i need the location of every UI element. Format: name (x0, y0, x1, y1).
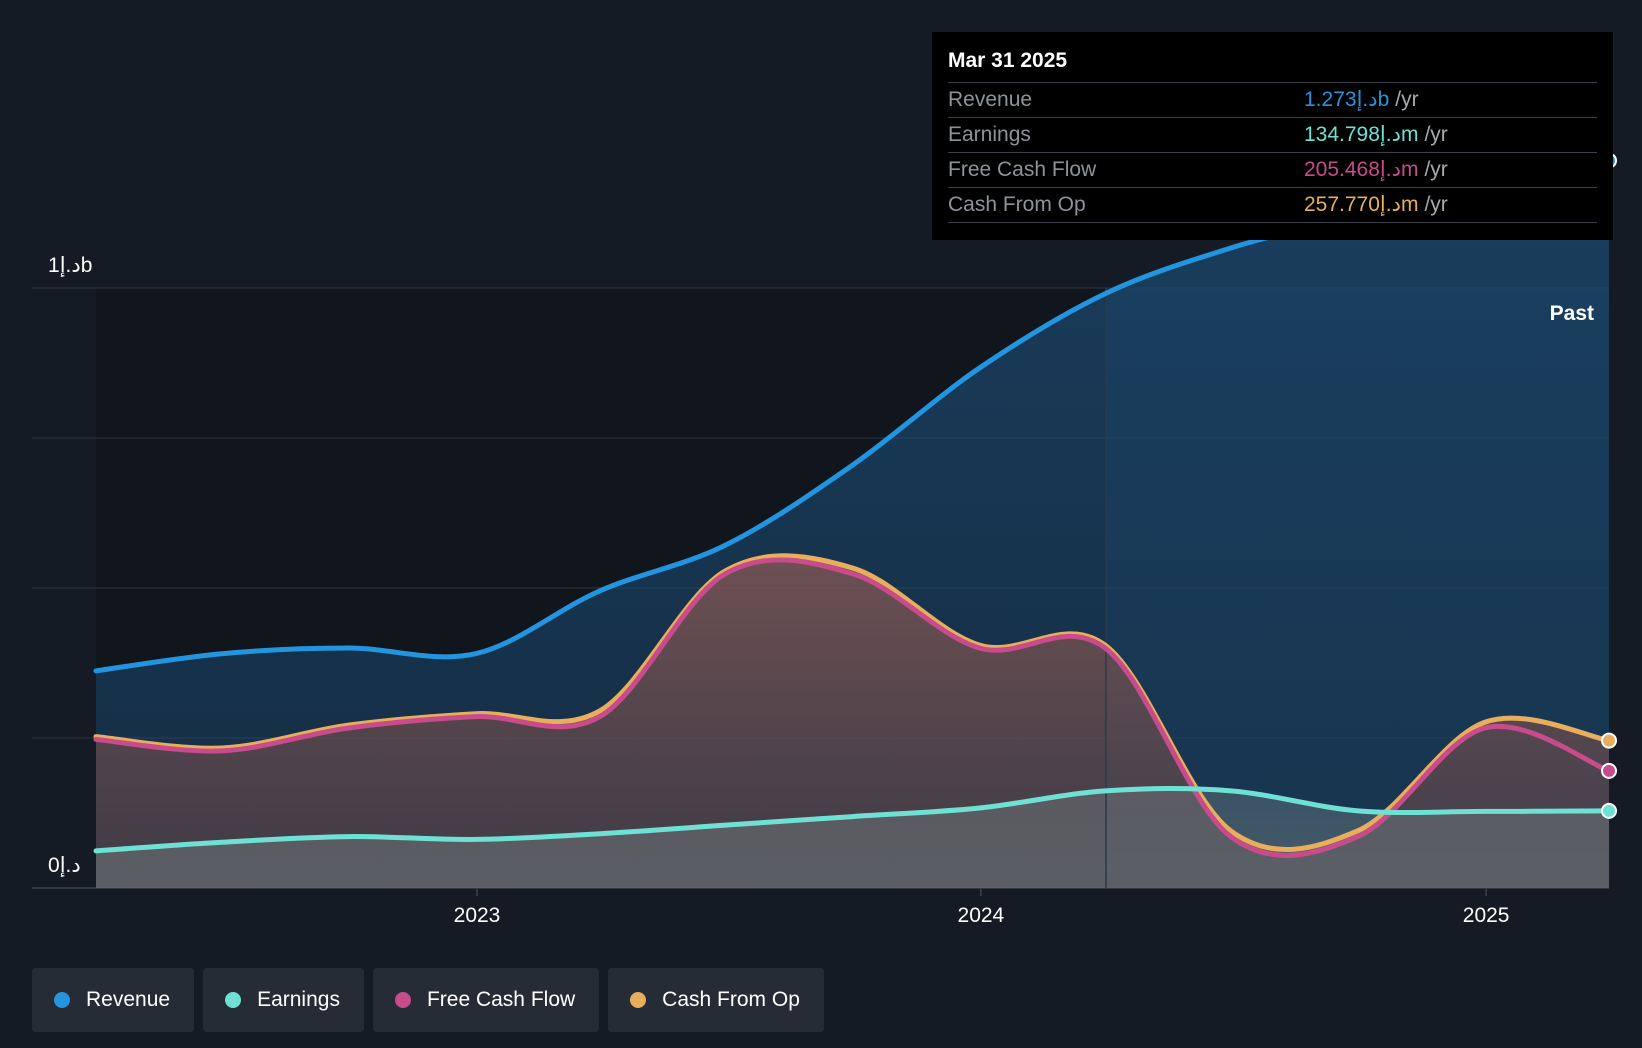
tooltip-unit: /yr (1424, 193, 1448, 216)
x-tick-label: 2025 (1463, 904, 1510, 927)
legend-label: Earnings (257, 988, 340, 1011)
legend-label: Free Cash Flow (426, 988, 576, 1011)
x-tick-label: 2023 (454, 904, 501, 927)
y-tick-label: 1د.إb (48, 254, 92, 278)
tooltip-unit: /yr (1395, 88, 1419, 111)
tooltip: Mar 31 2025 Revenue 1.273د.إb /yr Earnin… (932, 32, 1613, 240)
earnings-end-marker (1601, 802, 1617, 819)
legend-item-free-cash-flow[interactable]: Free Cash Flow (372, 968, 600, 1032)
earnings-area (96, 788, 1609, 888)
y-tick-label: 0د.إ (48, 854, 81, 878)
tooltip-unit: /yr (1424, 123, 1448, 146)
legend-dot-icon (630, 992, 647, 1008)
axis-labels: 1د.إb 0د.إ 2023 2024 2025 (48, 254, 1509, 927)
tooltip-row-cash-from-op: Cash From Op 257.770د.إm /yr (948, 188, 1597, 223)
past-label: Past (1550, 302, 1594, 325)
legend-dot-icon (54, 992, 70, 1008)
legend-item-earnings[interactable]: Earnings (203, 968, 364, 1032)
tooltip-value: 257.770د.إm (1304, 193, 1419, 216)
tooltip-label: Cash From Op (948, 193, 1086, 216)
series-areas (96, 160, 1609, 889)
chart: 1د.إb 0د.إ 2023 2024 2025 Past (32, 152, 1617, 927)
legend-dot-icon (225, 992, 242, 1008)
free-cash-flow-line (93, 557, 1612, 858)
tooltip-label: Free Cash Flow (948, 158, 1097, 181)
tooltip-date: Mar 31 2025 (948, 46, 1597, 83)
tooltip-label: Revenue (948, 88, 1033, 111)
legend-label: Revenue (86, 988, 171, 1011)
earnings-line (93, 786, 1612, 854)
legend: Revenue Earnings Free Cash Flow Cash Fro… (32, 968, 824, 1032)
legend-label: Cash From Op (662, 988, 800, 1011)
legend-dot-icon (394, 992, 411, 1008)
tooltip-value: 134.798د.إm (1304, 123, 1419, 146)
tooltip-value: 205.468د.إm (1304, 158, 1419, 181)
tooltip-value: 1.273د.إb (1304, 88, 1390, 111)
tooltip-row-revenue: Revenue 1.273د.إb /yr (948, 83, 1597, 118)
tooltip-row-earnings: Earnings 134.798د.إm /yr (948, 118, 1597, 153)
cash-from-op-line (93, 553, 1612, 853)
tooltip-unit: /yr (1424, 158, 1448, 181)
legend-item-cash-from-op[interactable]: Cash From Op (608, 968, 824, 1032)
cash-from-op-end-marker (1601, 732, 1617, 749)
legend-item-revenue[interactable]: Revenue (32, 968, 195, 1032)
cash-from-op-area (96, 555, 1609, 888)
tooltip-row-free-cash-flow: Free Cash Flow 205.468د.إm /yr (948, 153, 1597, 188)
x-tick-label: 2024 (958, 904, 1005, 927)
revenue-area (96, 160, 1609, 889)
tooltip-label: Earnings (948, 123, 1031, 146)
free-cash-flow-end-marker (1601, 762, 1617, 779)
